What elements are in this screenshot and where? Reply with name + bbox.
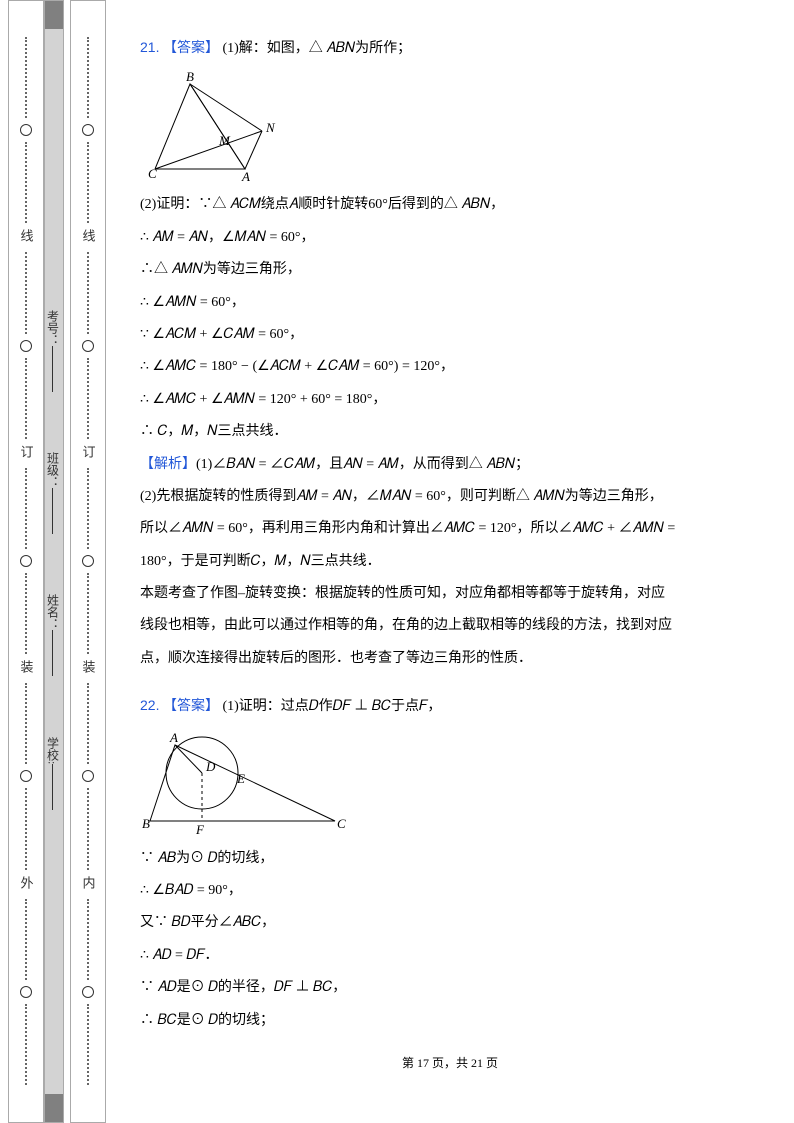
body-line: (2)证明：∵△ 𝐴𝐶𝑀绕点𝐴顺时针旋转60°后得到的△ 𝐴𝐵𝑁， xyxy=(140,190,760,219)
spine-label: 学校: xyxy=(45,737,62,810)
svg-text:A: A xyxy=(169,730,178,745)
q22-figure: A B C D E F xyxy=(140,728,350,838)
body-line: 所以∠𝐴𝑀𝑁 = 60°，再利用三角形内角和计算出∠𝐴𝑀𝐶 = 120°，所以∠… xyxy=(140,514,760,543)
body-line: 点，顺次连接得出旋转后的图形．也考查了等边三角形的性质． xyxy=(140,644,760,673)
gutter-char: 线 xyxy=(79,229,98,246)
svg-text:C: C xyxy=(337,816,346,831)
gutter-char: 内 xyxy=(79,876,98,893)
q22-intro: (1)证明：过点𝐷作𝐷𝐹 ⊥ 𝐵𝐶于点𝐹， xyxy=(222,699,441,714)
gutter-outer-line: 线 订 装 外 xyxy=(9,31,43,1091)
body-line: (2)先根据旋转的性质得到𝐴𝑀 = 𝐴𝑁，∠𝑀𝐴𝑁 = 60°，则可判断△ 𝐴𝑀… xyxy=(140,482,760,511)
body-line: ∵ ∠𝐴𝐶𝑀 + ∠𝐶𝐴𝑀 = 60°， xyxy=(140,320,760,349)
gutter-inner-line: 线 订 装 内 xyxy=(71,31,105,1091)
svg-text:N: N xyxy=(265,120,276,135)
question-number: 22. xyxy=(140,697,159,713)
svg-text:A: A xyxy=(241,169,250,184)
svg-text:C: C xyxy=(148,166,157,181)
svg-text:B: B xyxy=(142,816,150,831)
answer-label: 【答案】 xyxy=(163,41,219,56)
body-line: 又∵ 𝐵𝐷平分∠𝐴𝐵𝐶， xyxy=(140,908,760,937)
gutter-char: 装 xyxy=(79,660,98,677)
svg-text:E: E xyxy=(236,771,245,786)
body-line: 180°，于是可判断𝐶，𝑀，𝑁三点共线． xyxy=(140,547,760,576)
svg-text:M: M xyxy=(218,133,231,148)
answer-label: 【答案】 xyxy=(163,699,219,714)
gutter-char: 订 xyxy=(17,445,36,462)
page-content: 21. 【答案】 (1)解：如图，△ 𝐴𝐵𝑁为所作； B C A N M (2)… xyxy=(140,30,760,1090)
body-line: ∵ 𝐴𝐵为⊙ 𝐷的切线， xyxy=(140,844,760,873)
gutter-char: 线 xyxy=(17,229,36,246)
body-line: ∴ ∠𝐴𝑀𝐶 = 180° − (∠𝐴𝐶𝑀 + ∠𝐶𝐴𝑀 = 60°) = 12… xyxy=(140,352,760,381)
svg-text:B: B xyxy=(186,69,194,84)
gutter-char: 订 xyxy=(79,445,98,462)
gutter-outer: 线 订 装 外 xyxy=(8,0,44,1123)
analysis-label: 【解析】 xyxy=(140,457,196,472)
svg-text:D: D xyxy=(205,759,216,774)
body-line: ∴△ 𝐴𝑀𝑁为等边三角形， xyxy=(140,255,760,284)
svg-text:F: F xyxy=(195,822,205,837)
body-line: ∴ ∠𝐴𝑀𝐶 + ∠𝐴𝑀𝑁 = 120° + 60° = 180°， xyxy=(140,385,760,414)
gutter-inner: 线 订 装 内 xyxy=(70,0,106,1123)
body-line: ∴ 𝐶，𝑀，𝑁三点共线． xyxy=(140,417,760,446)
spine-fields: 学校: 姓名： 班级： 考号： xyxy=(43,280,63,840)
body-line: ∴ 𝐵𝐶是⊙ 𝐷的切线； xyxy=(140,1006,760,1035)
body-line: 线段也相等，由此可以通过作相等的角，在角的边上截取相等的线段的方法，找到对应 xyxy=(140,611,760,640)
q21-header: 21. 【答案】 (1)解：如图，△ 𝐴𝐵𝑁为所作； xyxy=(140,33,760,63)
body-line: ∵ 𝐴𝐷是⊙ 𝐷的半径，𝐷𝐹 ⊥ 𝐵𝐶， xyxy=(140,973,760,1002)
body-line: ∴ 𝐴𝑀 = 𝐴𝑁，∠𝑀𝐴𝑁 = 60°， xyxy=(140,223,760,252)
spine-label: 考号： xyxy=(45,310,62,392)
body-line: ∴ ∠𝐵𝐴𝐷 = 90°， xyxy=(140,876,760,905)
page-footer: 第 17 页，共 21 页 xyxy=(140,1051,760,1076)
q21-analysis-header: 【解析】(1)∠𝐵𝐴𝑁 = ∠𝐶𝐴𝑀，且𝐴𝑁 = 𝐴𝑀，从而得到△ 𝐴𝐵𝑁； xyxy=(140,450,760,479)
question-number: 21. xyxy=(140,39,159,55)
gutter-char: 外 xyxy=(17,876,36,893)
body-line: ∴ 𝐴𝐷 = 𝐷𝐹． xyxy=(140,941,760,970)
gutter-char: 装 xyxy=(17,660,36,677)
spine-label: 班级： xyxy=(45,452,62,534)
q21-figure: B C A N M xyxy=(140,69,290,184)
body-line: 本题考查了作图–旋转变换：根据旋转的性质可知，对应角都相等都等于旋转角，对应 xyxy=(140,579,760,608)
body-line: ∴ ∠𝐴𝑀𝑁 = 60°， xyxy=(140,288,760,317)
spine-label: 姓名： xyxy=(45,594,62,676)
q21-intro: (1)解：如图，△ 𝐴𝐵𝑁为所作； xyxy=(222,41,411,56)
q22-header: 22. 【答案】 (1)证明：过点𝐷作𝐷𝐹 ⊥ 𝐵𝐶于点𝐹， xyxy=(140,691,760,721)
